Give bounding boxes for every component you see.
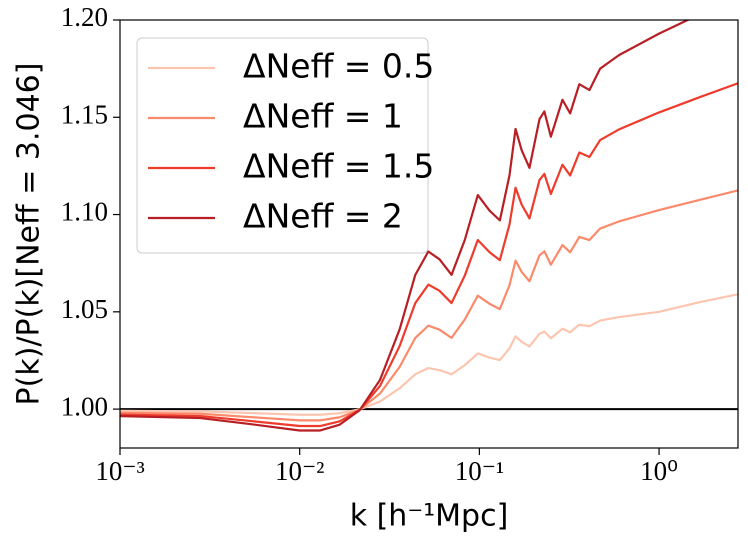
y-tick-label: 1.00 xyxy=(61,391,108,421)
y-tick-label: 1.20 xyxy=(61,2,108,32)
x-tick-label: 10⁻² xyxy=(275,456,324,486)
legend-label: ΔNeff = 1.5 xyxy=(243,147,434,186)
y-tick-label: 1.05 xyxy=(61,294,108,324)
series-line xyxy=(120,20,691,432)
legend: ΔNeff = 0.5 ΔNeff = 1 ΔNeff = 1.5 ΔNeff = 2 xyxy=(136,37,434,254)
y-axis-label: P(k)/P(k)[Neff = 3.046] xyxy=(12,63,47,406)
series-line xyxy=(120,82,738,428)
x-tick-label: 10⁻¹ xyxy=(455,456,504,486)
plot-frame xyxy=(119,19,739,449)
x-axis-label: k [h⁻¹Mpc] xyxy=(350,499,509,534)
legend-label: ΔNeff = 0.5 xyxy=(243,47,434,86)
x-tick-label: 10⁰ xyxy=(640,456,678,486)
y-tick-label: 1.15 xyxy=(61,99,108,129)
legend-label: ΔNeff = 1 xyxy=(243,97,403,136)
plot-area xyxy=(120,20,738,432)
series-line xyxy=(120,189,738,422)
legend-box xyxy=(136,37,429,254)
legend-label: ΔNeff = 2 xyxy=(243,197,403,236)
x-tick-label: 10⁻³ xyxy=(95,456,144,486)
series-line xyxy=(120,293,738,416)
y-tick-label: 1.10 xyxy=(61,197,108,227)
